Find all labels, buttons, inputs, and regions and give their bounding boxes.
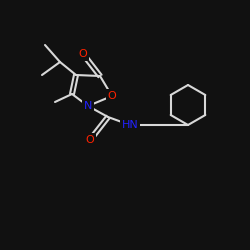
- Text: O: O: [108, 91, 116, 101]
- Text: N: N: [84, 101, 92, 111]
- Text: O: O: [78, 49, 88, 59]
- Text: HN: HN: [122, 120, 138, 130]
- Text: O: O: [86, 135, 94, 145]
